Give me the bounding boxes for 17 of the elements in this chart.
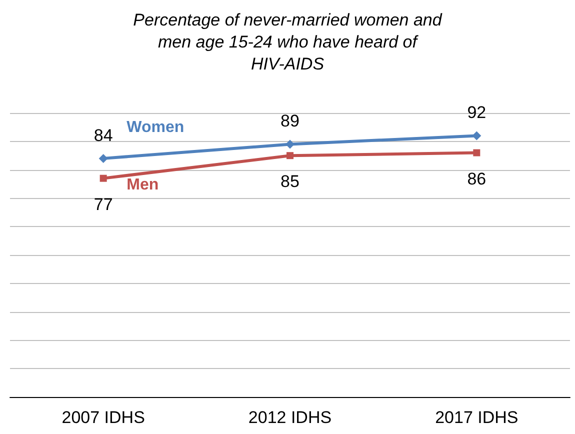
data-label: 85	[280, 172, 300, 192]
data-label: 84	[94, 126, 113, 145]
chart-title: Percentage of never-married women and men age 15-24 who have heard of HIV-AIDS	[133, 10, 442, 74]
point	[98, 154, 108, 163]
series-label: Men	[126, 176, 159, 194]
x-tick-label: 2012 IDHS	[248, 408, 332, 427]
point	[286, 152, 294, 160]
x-tick-label: 2017 IDHS	[435, 408, 518, 427]
point	[286, 140, 294, 149]
point	[473, 149, 480, 156]
data-label: 86	[467, 169, 486, 188]
data-label: 89	[280, 112, 300, 131]
x-tick-label: 2007 IDHS	[62, 408, 145, 427]
point	[100, 174, 107, 182]
series-label: Women	[126, 118, 184, 136]
data-label: 77	[94, 194, 113, 214]
data-label: 92	[467, 103, 486, 122]
